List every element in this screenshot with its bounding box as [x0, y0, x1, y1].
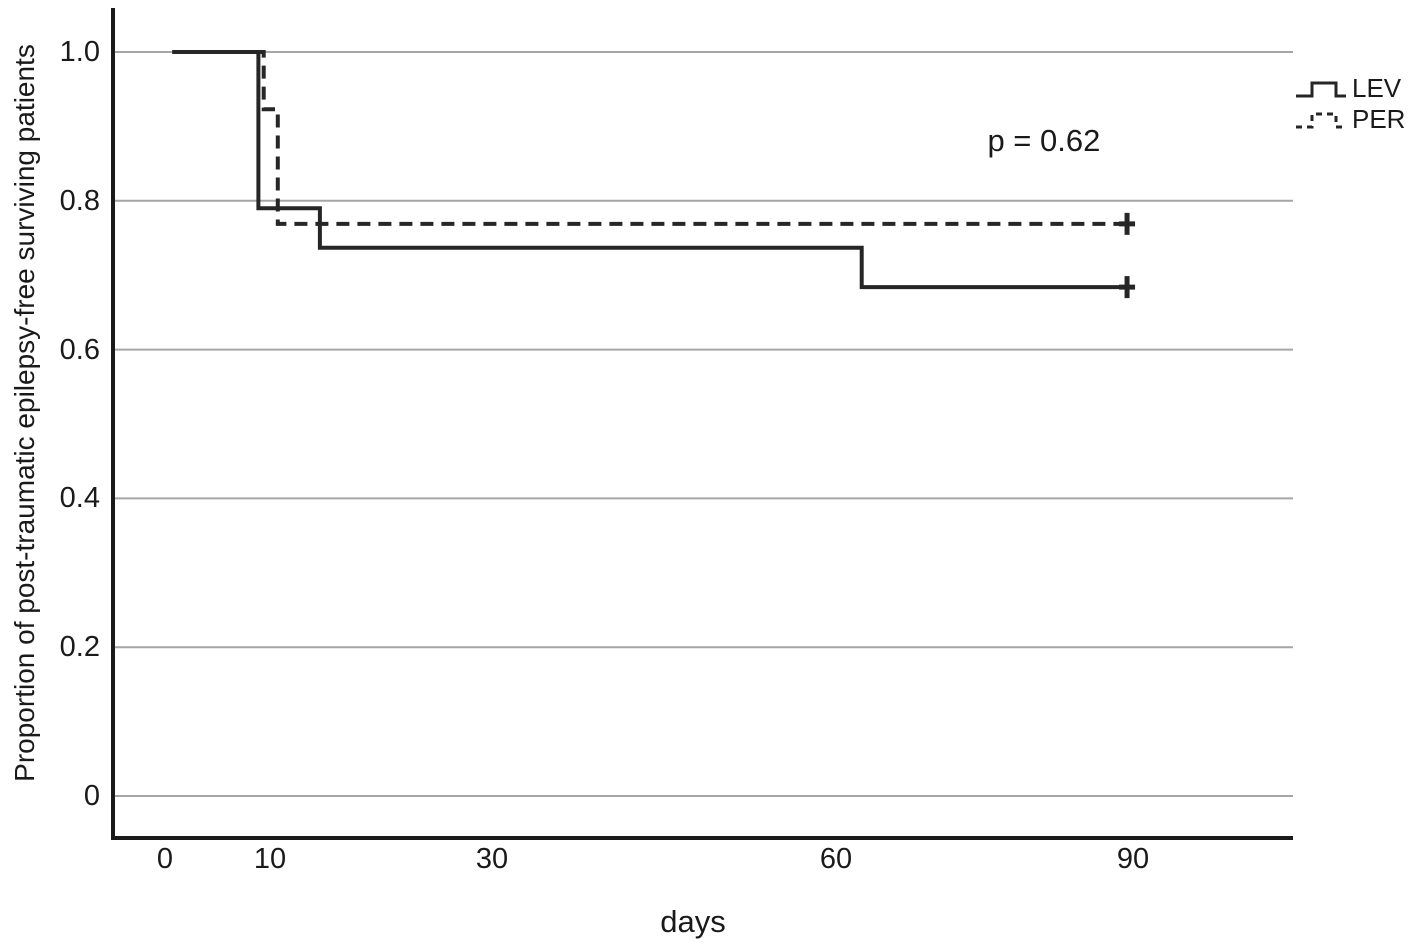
y-tick-label: 0.4 [59, 482, 100, 515]
legend-entry-lev: LEV [1294, 74, 1405, 103]
y-tick-label: 0 [83, 780, 100, 812]
x-tick-label: 30 [475, 843, 509, 875]
x-tick-label: 90 [1116, 843, 1150, 875]
legend: LEV PER [1294, 74, 1405, 134]
y-tick-label: 0.6 [59, 333, 100, 366]
x-tick-label: 0 [156, 843, 174, 875]
y-tick-label: 0.2 [59, 631, 100, 664]
solid-step-line-icon [1296, 81, 1346, 97]
y-axis-title: Proportion of post-traumatic epilepsy-fr… [9, 44, 40, 782]
legend-label-lev: LEV [1352, 73, 1402, 103]
y-tick-label: 1.0 [59, 36, 100, 68]
legend-entry-per: PER [1294, 105, 1405, 134]
legend-label-per: PER [1352, 104, 1406, 134]
dashed-step-line-icon [1296, 112, 1346, 128]
series-per-curve [172, 50, 1128, 226]
series-lev-curve [172, 50, 1128, 290]
x-tick-label: 10 [253, 843, 287, 875]
p-value-annotation: p = 0.62 [987, 123, 1101, 159]
y-tick-label: 0.8 [59, 184, 100, 217]
x-tick-label: 60 [819, 843, 853, 875]
x-axis-title: days [660, 904, 726, 939]
